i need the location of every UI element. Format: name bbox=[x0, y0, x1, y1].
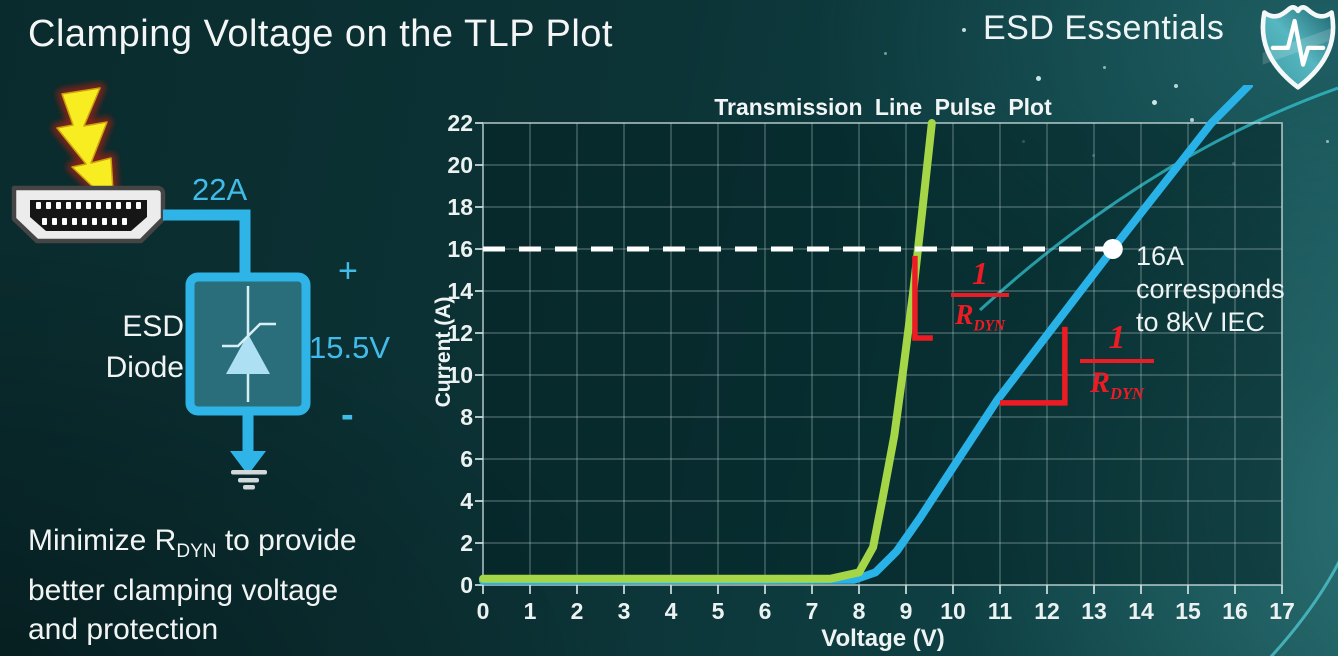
footer-line-1: Minimize RDYN to provide bbox=[28, 524, 357, 562]
plus-sign: + bbox=[338, 252, 358, 290]
pulse-line-icon bbox=[1270, 18, 1326, 67]
footer-line-2: better clamping voltage bbox=[28, 574, 339, 607]
minus-sign: - bbox=[341, 394, 354, 436]
plot-border bbox=[482, 122, 1283, 586]
footer-note: Minimize RDYN to provide better clamping… bbox=[28, 521, 357, 649]
x-axis-label: Voltage (V) bbox=[821, 625, 945, 652]
ground-icon bbox=[231, 470, 267, 490]
circuit-wire bbox=[163, 209, 251, 278]
x-tick-label: 5 bbox=[712, 598, 725, 624]
circuit-diagram bbox=[11, 83, 311, 490]
x-tick-label: 8 bbox=[853, 598, 866, 624]
rdyn-fraction-green: 1 RDYN bbox=[947, 257, 1013, 336]
y-tick-label: 12 bbox=[447, 320, 473, 346]
x-tick-label: 13 bbox=[1081, 598, 1107, 624]
y-tick-label: 14 bbox=[447, 278, 473, 304]
x-tick-label: 10 bbox=[940, 598, 966, 624]
x-tick-label: 9 bbox=[900, 598, 913, 624]
x-tick-label: 12 bbox=[1034, 598, 1060, 624]
x-tick-label: 4 bbox=[665, 598, 678, 624]
decor-swoosh-arc bbox=[978, 86, 1338, 312]
x-tick-label: 6 bbox=[759, 598, 772, 624]
y-tick-label: 0 bbox=[460, 572, 473, 598]
x-tick-label: 7 bbox=[806, 598, 819, 624]
x-tick-label: 16 bbox=[1222, 598, 1248, 624]
ground-arrow bbox=[230, 413, 266, 475]
esd-diode-label: ESD Diode bbox=[105, 310, 184, 384]
clamp-voltage-label: 15.5V bbox=[309, 330, 391, 365]
hdmi-connector-icon bbox=[11, 185, 166, 244]
x-tick-label: 17 bbox=[1269, 598, 1295, 624]
y-axis-label: Current (A) bbox=[432, 296, 455, 408]
brand-text: ESD Essentials bbox=[983, 9, 1225, 47]
fraction-bar bbox=[951, 293, 1009, 297]
slide-title: Clamping Voltage on the TLP Plot bbox=[28, 13, 613, 55]
surge-current-label: 22A bbox=[192, 172, 248, 207]
marker-callout: 16A corresponds to 8kV IEC bbox=[1136, 241, 1285, 337]
x-tick-label: 11 bbox=[988, 598, 1013, 624]
curve-high-rdyn-diode bbox=[479, 85, 1254, 585]
x-tick-label: 3 bbox=[618, 598, 631, 624]
footer-line-3: and protection bbox=[28, 613, 219, 646]
chart-title: Transmission Line Pulse Plot bbox=[714, 94, 1052, 120]
tlp-chart: 0 1 2 3 4 5 6 7 8 9 10 11 12 13 14 15 16 1702468101214161… bbox=[447, 85, 1338, 624]
x-tick-label: 2 bbox=[571, 598, 584, 624]
brand-shield-icon bbox=[1260, 5, 1336, 90]
x-tick-label: 0 bbox=[477, 598, 490, 624]
y-tick-label: 4 bbox=[460, 488, 473, 514]
y-tick-label: 22 bbox=[447, 110, 473, 136]
y-tick-label: 20 bbox=[447, 152, 473, 178]
y-tick-label: 2 bbox=[460, 530, 473, 556]
esd-diode-symbol-icon bbox=[222, 286, 276, 402]
y-tick-label: 8 bbox=[460, 404, 473, 430]
y-tick-label: 10 bbox=[447, 362, 473, 388]
y-tick-label: 18 bbox=[447, 194, 473, 220]
x-tick-label: 14 bbox=[1128, 598, 1154, 624]
rdyn-fraction-blue: 1 RDYN bbox=[1077, 321, 1157, 404]
slope-bracket bbox=[912, 255, 933, 341]
x-tick-label: 15 bbox=[1175, 598, 1201, 624]
fraction-bar bbox=[1080, 359, 1154, 363]
y-tick-label: 6 bbox=[460, 446, 473, 472]
slope-bracket bbox=[1000, 326, 1068, 406]
y-tick-label: 16 bbox=[447, 236, 473, 262]
x-tick-label: 1 bbox=[524, 598, 537, 624]
marker-dot bbox=[1102, 239, 1123, 259]
